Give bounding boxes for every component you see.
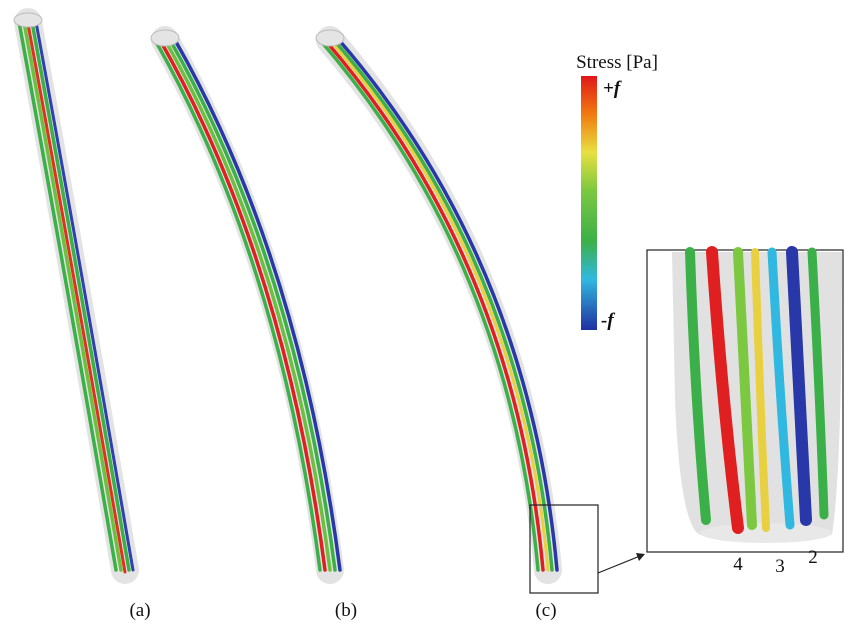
tube-c xyxy=(315,30,557,570)
panel-label: (b) xyxy=(335,600,357,621)
panel-label: (c) xyxy=(535,600,556,621)
zoom-box xyxy=(529,504,599,594)
zoom-arrow xyxy=(597,555,641,574)
fiber-label: 3 xyxy=(775,556,785,577)
tube-b xyxy=(150,30,340,570)
inset: 4 3 2 xyxy=(646,246,844,577)
tube-a xyxy=(13,13,133,572)
fiber-label: 4 xyxy=(733,554,743,575)
arrow-head xyxy=(636,553,645,561)
colorbar-title: Stress [Pa] xyxy=(576,52,658,73)
colorbar-min-label: -f xyxy=(601,310,615,331)
panel-label: (a) xyxy=(129,600,150,621)
colorbar xyxy=(581,76,597,330)
fiber-label: 2 xyxy=(808,547,818,568)
colorbar-max-label: +f xyxy=(603,78,622,99)
